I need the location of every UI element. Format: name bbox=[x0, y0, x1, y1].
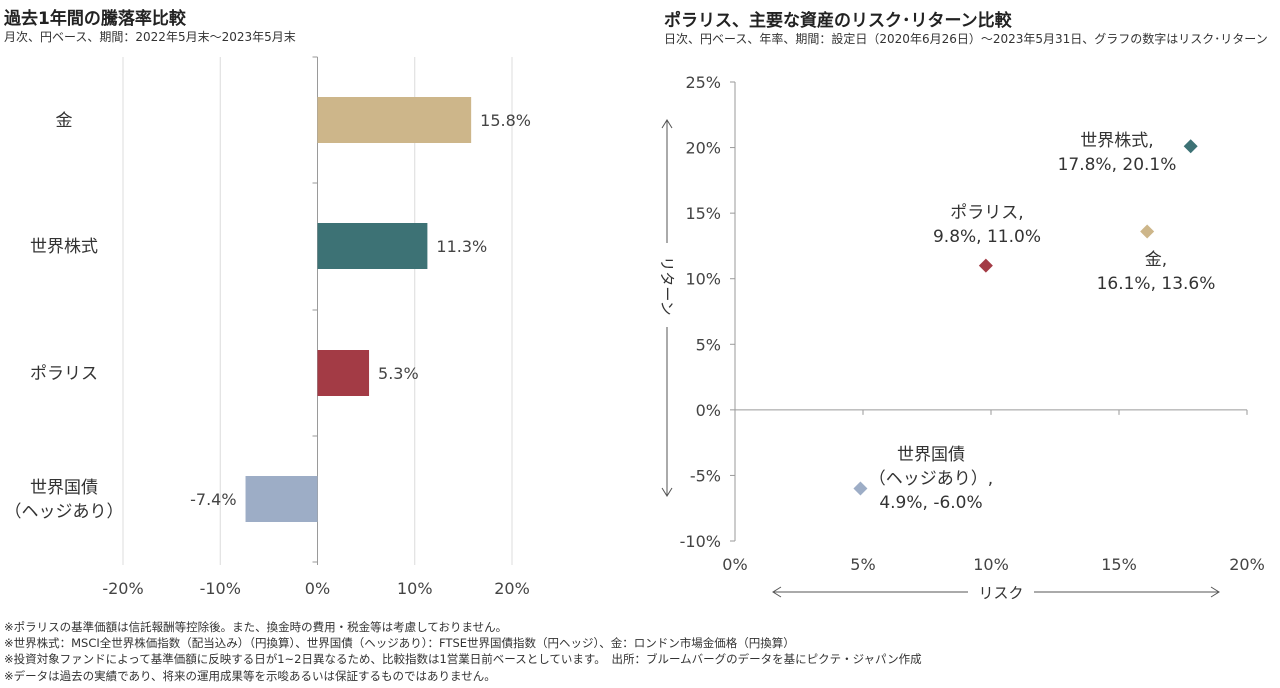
x-tick-label: 20% bbox=[1229, 555, 1265, 574]
bar bbox=[317, 97, 472, 143]
footnotes: ※ポラリスの基準価額は信託報酬等控除後。また、換金時の費用・税金等は考慮しており… bbox=[4, 619, 922, 684]
x-arrow-head bbox=[772, 586, 782, 598]
y-tick-label: 10% bbox=[685, 270, 721, 289]
data-label: 11.3% bbox=[436, 237, 487, 256]
category-label: 世界株式 bbox=[30, 237, 98, 257]
bar bbox=[245, 476, 318, 522]
data-label: 15.8% bbox=[480, 111, 531, 130]
data-point bbox=[1183, 139, 1198, 154]
data-label: 世界国債 bbox=[897, 445, 965, 465]
y-arrow-head bbox=[661, 487, 673, 497]
data-label: 16.1%, 13.6% bbox=[1097, 274, 1216, 294]
category-label: （ヘッジあり） bbox=[5, 502, 124, 522]
y-tick-label: 20% bbox=[685, 139, 721, 158]
y-arrow-head bbox=[661, 119, 673, 129]
bar bbox=[317, 350, 370, 396]
scatter-chart: -10% -5% 0% 5% 10% 15% 20% 25% 0% 5% 10% 15% 20% リスク リ… bbox=[658, 73, 1265, 602]
footnote: ※世界株式：MSCI全世界株価指数（配当込み）（円換算）、世界国債（ヘッジあり）… bbox=[4, 636, 795, 651]
y-tick-label: -10% bbox=[680, 532, 721, 551]
x-tick-label: 0% bbox=[722, 555, 747, 574]
bar-chart: -20% -10% 0% 10% 20% 15.8% 金 11.3% 世界株式 5.3% ポラリス -… bbox=[5, 56, 531, 598]
footnote: ※データは過去の実績であり、将来の運用成果等を示唆あるいは保証するものではありま… bbox=[4, 668, 496, 683]
scatter-chart-title: ポラリス、主要な資産のリスク･リターン比較 bbox=[664, 11, 1012, 31]
scatter-chart-subtitle: 日次、円ベース、年率、期間：設定日（2020年6月26日）～2023年5月31日… bbox=[664, 32, 1268, 46]
y-tick-label: -5% bbox=[690, 466, 721, 485]
y-tick-label: 5% bbox=[696, 335, 721, 354]
data-label: -7.4% bbox=[190, 490, 236, 509]
y-tick-label: 25% bbox=[685, 73, 721, 92]
category-label: 世界国債 bbox=[30, 478, 98, 498]
data-label: ポラリス, bbox=[950, 203, 1023, 223]
data-label: 5.3% bbox=[378, 364, 419, 383]
x-tick-label: 15% bbox=[1101, 555, 1137, 574]
x-tick-label: -10% bbox=[200, 579, 241, 598]
x-tick-label: 10% bbox=[397, 579, 433, 598]
y-tick-label: 0% bbox=[696, 401, 721, 420]
bar-chart-title: 過去1年間の騰落率比較 bbox=[4, 9, 186, 29]
footnote: ※ポラリスの基準価額は信託報酬等控除後。また、換金時の費用・税金等は考慮しており… bbox=[4, 620, 508, 634]
y-axis-label: リターン bbox=[658, 256, 676, 315]
data-point bbox=[1140, 224, 1155, 239]
data-label: 4.9%, -6.0% bbox=[879, 493, 982, 513]
x-tick-label: 10% bbox=[973, 555, 1009, 574]
x-axis-label: リスク bbox=[978, 584, 1023, 602]
data-point bbox=[853, 481, 868, 496]
y-tick-label: 15% bbox=[685, 204, 721, 223]
data-label: 世界株式, bbox=[1080, 131, 1153, 151]
data-point bbox=[978, 258, 993, 273]
x-tick-label: -20% bbox=[102, 579, 143, 598]
data-label: 17.8%, 20.1% bbox=[1058, 155, 1177, 175]
x-tick-label: 20% bbox=[494, 579, 530, 598]
data-label: 9.8%, 11.0% bbox=[933, 227, 1041, 247]
category-label: ポラリス bbox=[30, 364, 98, 384]
category-label: 金 bbox=[56, 111, 73, 131]
data-label: 金, bbox=[1145, 250, 1167, 270]
data-label: （ヘッジあり）, bbox=[869, 469, 993, 489]
bar bbox=[317, 223, 428, 269]
x-tick-label: 0% bbox=[305, 579, 330, 598]
x-tick-label: 5% bbox=[850, 555, 875, 574]
x-arrow-head bbox=[1210, 586, 1220, 598]
footnote: ※投資対象ファンドによって基準価額に反映する日が1~2日異なるため、比較指数は1… bbox=[4, 652, 922, 667]
bar-chart-subtitle: 月次、円ベース、期間：2022年5月末～2023年5月末 bbox=[4, 30, 296, 44]
